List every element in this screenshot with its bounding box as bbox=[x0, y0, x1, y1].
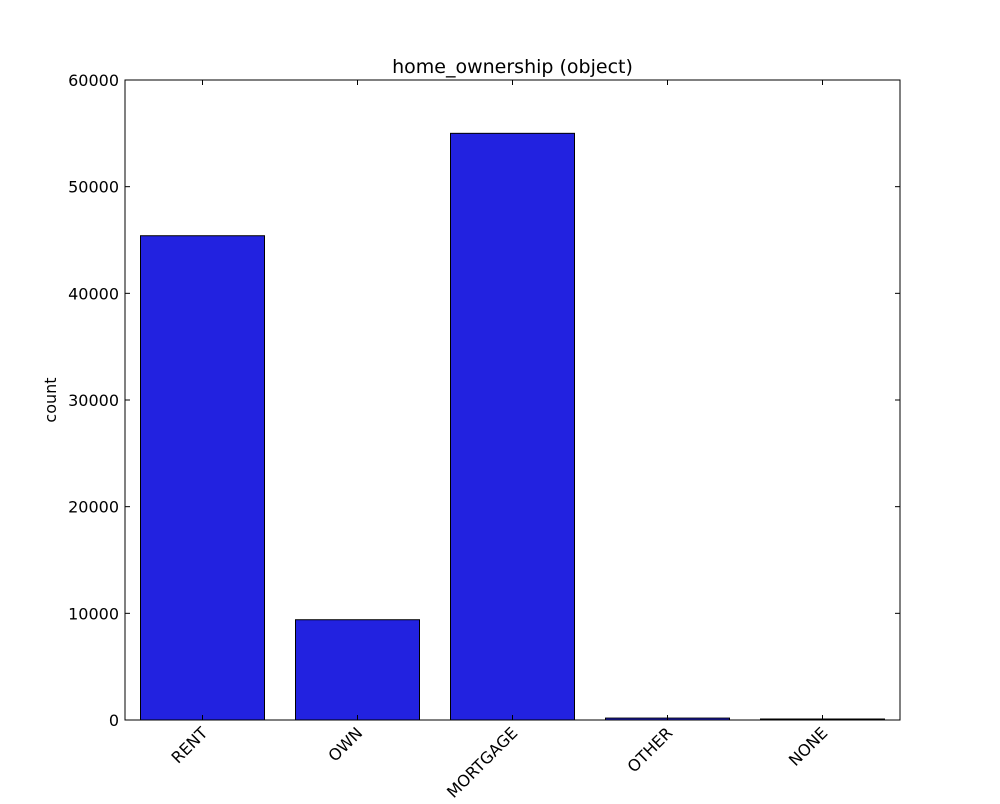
x-tick-label-other: OTHER bbox=[624, 723, 677, 776]
x-tick-label-none: NONE bbox=[785, 723, 831, 769]
y-tick-label-30000: 30000 bbox=[68, 391, 119, 410]
y-tick-label-10000: 10000 bbox=[68, 604, 119, 623]
x-tick-label-rent: RENT bbox=[168, 723, 212, 767]
bar-mortgage bbox=[450, 132, 575, 721]
y-tick-label-0: 0 bbox=[109, 711, 119, 730]
y-tick-label-60000: 60000 bbox=[68, 71, 119, 90]
y-axis-label: count bbox=[41, 377, 60, 422]
y-tick-label-40000: 40000 bbox=[68, 284, 119, 303]
y-tick-label-50000: 50000 bbox=[68, 178, 119, 197]
x-tick-label-mortgage: MORTGAGE bbox=[443, 723, 521, 800]
bar-own bbox=[295, 619, 420, 721]
chart-title: home_ownership (object) bbox=[392, 56, 633, 78]
bar-rent bbox=[140, 235, 265, 721]
y-tick-label-20000: 20000 bbox=[68, 498, 119, 517]
plot-area-frame bbox=[124, 79, 901, 721]
bars-layer bbox=[140, 132, 885, 721]
x-tick-label-own: OWN bbox=[324, 723, 366, 765]
